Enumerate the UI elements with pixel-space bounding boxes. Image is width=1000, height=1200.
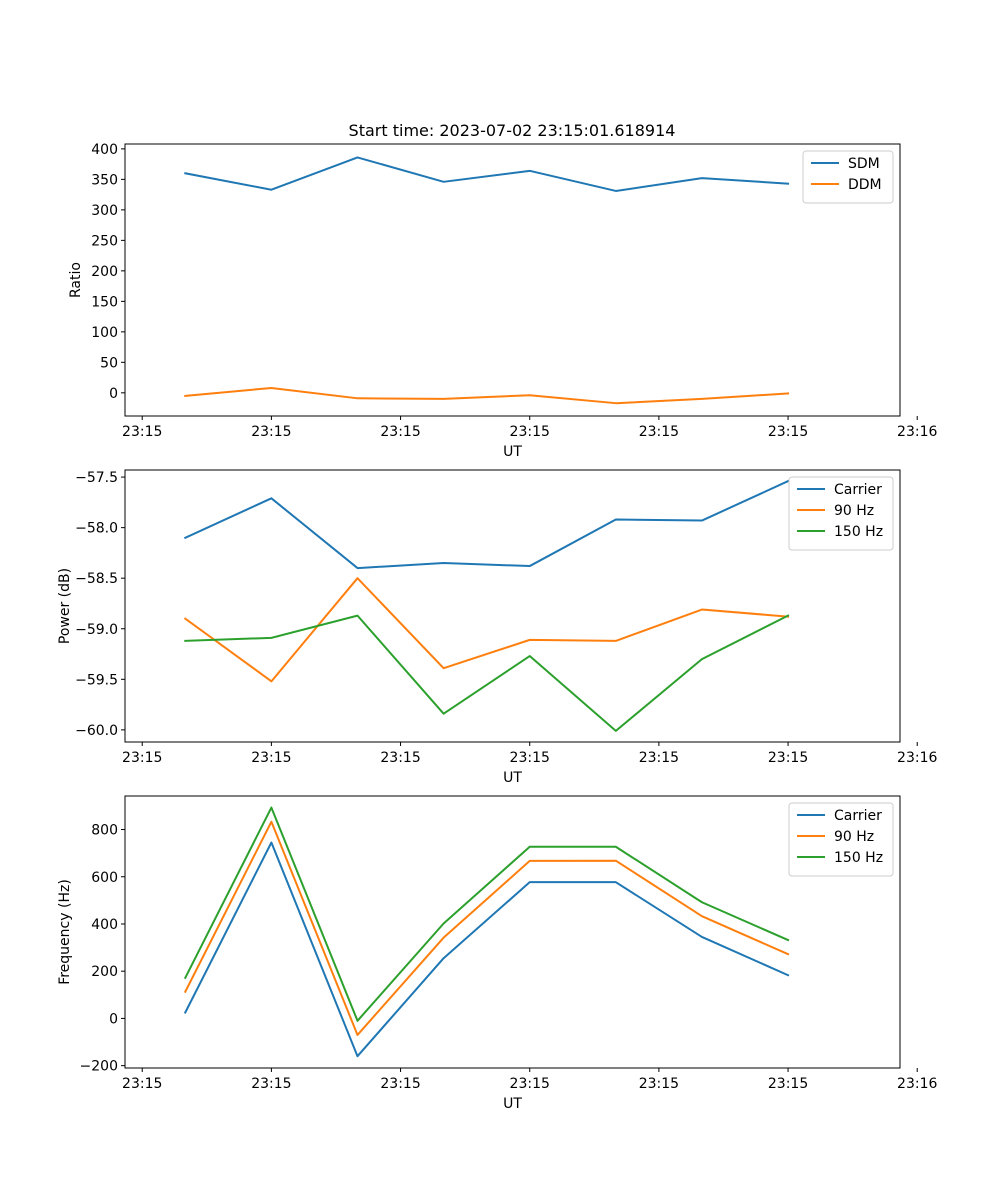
- frequency-xtick-label: 23:15: [639, 1076, 679, 1092]
- frequency-legend: Carrier 90 Hz 150 Hz: [788, 802, 894, 877]
- power-axes: −60.0 −59.5 −59.0 −58.5 −58.0 −57.5 23:15 23:15…: [57, 469, 937, 786]
- ratio-xlabel: UT: [503, 444, 522, 460]
- power-series-carrier-line: [183, 479, 790, 570]
- power-ytick-label: −58.0: [75, 521, 118, 537]
- power-xtick-label: 23:15: [122, 750, 162, 766]
- power-legend-label: Carrier: [834, 482, 882, 498]
- power-legend: Carrier 90 Hz 150 Hz: [788, 476, 894, 551]
- ratio-ytick-label: 400: [91, 142, 118, 158]
- frequency-ytick-label: −200: [80, 1059, 118, 1075]
- frequency-xtick-label: 23:16: [897, 1076, 937, 1092]
- frequency-frame: [124, 795, 901, 1069]
- ratio-ylabel: Ratio: [68, 262, 84, 298]
- frequency-legend-label: Carrier: [834, 808, 882, 824]
- ratio-xtick-label: 23:15: [380, 424, 420, 440]
- frequency-xlabel: UT: [503, 1096, 522, 1112]
- frequency-series-carrier-line: [183, 841, 790, 1058]
- ratio-ytick-label: 350: [91, 172, 118, 188]
- frequency-xtick-label: 23:15: [380, 1076, 420, 1092]
- frequency-xtick-label: 23:15: [768, 1076, 808, 1092]
- power-ytick-label: −58.5: [75, 571, 118, 587]
- power-legend-label: 150 Hz: [834, 524, 883, 540]
- ratio-legend-label: SDM: [848, 156, 880, 172]
- frequency-ytick-label: 400: [91, 917, 118, 933]
- frequency-axes: −200 0 200 400 600 800 23:15 23:15 23:15 23:15 23:…: [57, 795, 937, 1112]
- frequency-ylabel: Frequency (Hz): [57, 879, 73, 985]
- power-ytick-label: −60.0: [75, 723, 118, 739]
- power-xtick-label: 23:15: [510, 750, 550, 766]
- ratio-xtick-label: 23:15: [639, 424, 679, 440]
- ratio-ytick-label: 100: [91, 325, 118, 341]
- power-ytick-label: −57.5: [75, 470, 118, 486]
- frequency-ytick-label: 200: [91, 964, 118, 980]
- power-xlabel: UT: [503, 770, 522, 786]
- ratio-xtick-label: 23:15: [510, 424, 550, 440]
- power-ytick-label: −59.0: [75, 622, 118, 638]
- ratio-legend: SDM DDM: [802, 150, 894, 204]
- frequency-ytick-label: 0: [109, 1011, 118, 1027]
- frequency-xtick-label: 23:15: [251, 1076, 291, 1092]
- power-xtick-label: 23:16: [897, 750, 937, 766]
- figure-title: Start time: 2023-07-02 23:15:01.618914: [349, 121, 676, 140]
- ratio-ytick-label: 250: [91, 233, 118, 249]
- ratio-axes: 0 50 100 150 200 250 300 350 400 23:15 23:15 23:15 2…: [68, 142, 937, 460]
- power-xtick-label: 23:15: [251, 750, 291, 766]
- power-ytick-label: −59.5: [75, 672, 118, 688]
- ratio-series-ddm-line: [184, 386, 790, 405]
- power-series-150-hz-line: [184, 614, 790, 732]
- ratio-frame: [124, 143, 901, 417]
- frequency-series-90-hz-line: [183, 820, 790, 1036]
- ratio-ytick-label: 50: [100, 355, 118, 371]
- power-frame: [124, 469, 901, 743]
- ratio-xtick-label: 23:15: [768, 424, 808, 440]
- ratio-xtick-label: 23:15: [122, 424, 162, 440]
- ratio-ytick-label: 300: [91, 203, 118, 219]
- frequency-legend-label: 150 Hz: [834, 850, 883, 866]
- ratio-ytick-label: 150: [91, 294, 118, 310]
- power-xtick-label: 23:15: [639, 750, 679, 766]
- frequency-ytick-label: 600: [91, 870, 118, 886]
- frequency-legend-label: 90 Hz: [834, 829, 874, 845]
- frequency-series-150-hz-line: [183, 806, 790, 1022]
- power-xtick-label: 23:15: [768, 750, 808, 766]
- power-ylabel: Power (dB): [57, 568, 73, 644]
- frequency-xtick-label: 23:15: [122, 1076, 162, 1092]
- ratio-legend-label: DDM: [848, 177, 882, 193]
- frequency-xtick-label: 23:15: [510, 1076, 550, 1092]
- power-xtick-label: 23:15: [380, 750, 420, 766]
- ratio-xtick-label: 23:15: [251, 424, 291, 440]
- ratio-ytick-label: 200: [91, 264, 118, 280]
- ratio-ytick-label: 0: [109, 386, 118, 402]
- power-legend-label: 90 Hz: [834, 503, 874, 519]
- frequency-ytick-label: 800: [91, 823, 118, 839]
- ratio-series-sdm-line: [184, 156, 790, 192]
- power-series-90-hz-line: [183, 577, 790, 683]
- ratio-xtick-label: 23:16: [897, 424, 937, 440]
